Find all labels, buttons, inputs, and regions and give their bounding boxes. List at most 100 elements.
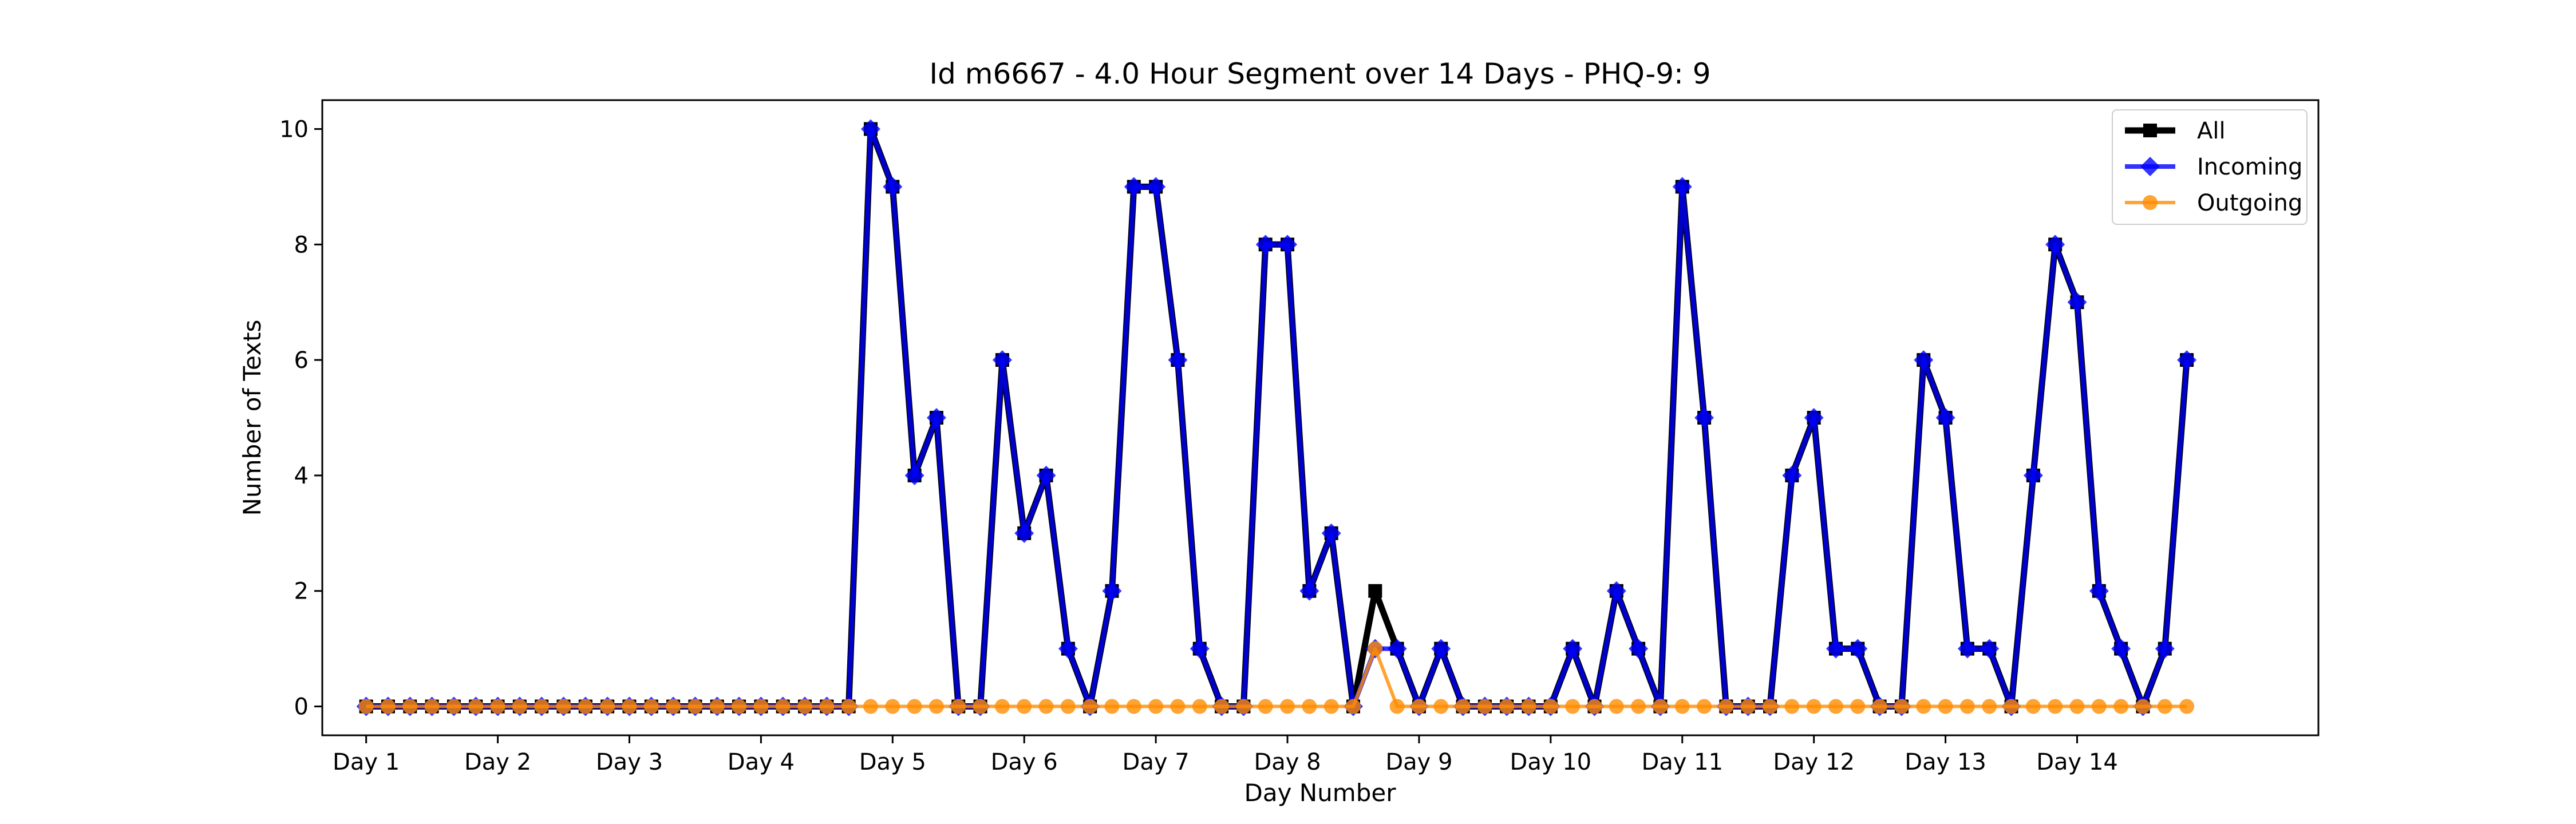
x-tick-label: Day 12	[1773, 749, 1855, 775]
data-point-incoming	[1914, 350, 1934, 370]
axis-ticks: 0 2 4 6 8 10 Day 1 Day 2 Day 3 Day 4 Day 5 Day 6 Day…	[279, 116, 2118, 775]
data-point-incoming	[1036, 465, 1056, 485]
data-point-outgoing	[1455, 699, 1471, 714]
x-tick-label: Day 6	[991, 749, 1058, 775]
data-point-incoming	[1694, 408, 1714, 427]
data-point-outgoing	[1236, 699, 1251, 714]
data-point-outgoing	[973, 699, 988, 714]
data-point-outgoing	[1763, 699, 1778, 714]
data-point-outgoing	[1477, 699, 1492, 714]
data-point-outgoing	[2091, 699, 2107, 714]
legend-label-incoming: Incoming	[2197, 154, 2302, 180]
data-point-outgoing	[929, 699, 944, 714]
plot-frame	[321, 99, 2320, 736]
data-point-incoming	[1629, 639, 1649, 659]
x-tick-label: Day 13	[1905, 749, 1986, 775]
data-point-outgoing	[358, 699, 374, 714]
plot-area	[356, 119, 2197, 716]
data-point-outgoing	[1038, 699, 1054, 714]
y-tick-label: 8	[294, 232, 309, 258]
data-point-incoming	[2045, 235, 2065, 255]
data-point-outgoing	[643, 699, 659, 714]
data-point-outgoing	[775, 699, 791, 714]
data-point-outgoing	[2025, 699, 2041, 714]
data-point-all	[1368, 584, 1382, 598]
data-point-incoming	[926, 408, 946, 427]
x-tick-label: Day 4	[728, 749, 795, 775]
data-point-outgoing	[1938, 699, 1953, 714]
data-point-outgoing	[1521, 699, 1536, 714]
data-point-incoming	[1672, 177, 1692, 197]
data-point-incoming	[1431, 639, 1451, 659]
data-point-outgoing	[380, 699, 396, 714]
data-point-incoming	[1146, 177, 1166, 197]
x-axis-label: Day Number	[1244, 779, 1396, 807]
data-point-incoming	[1957, 639, 1977, 659]
data-point-outgoing	[1214, 699, 1230, 714]
x-tick-label: Day 14	[2036, 749, 2118, 775]
data-point-outgoing	[1411, 699, 1427, 714]
y-tick-label: 2	[294, 579, 309, 605]
data-point-incoming	[904, 465, 924, 485]
data-point-incoming	[1014, 523, 1034, 543]
x-tick-label: Day 11	[1641, 749, 1723, 775]
x-tick-label: Day 8	[1254, 749, 1321, 775]
x-tick-label: Day 9	[1385, 749, 1452, 775]
data-point-outgoing	[841, 699, 856, 714]
data-point-incoming	[1299, 581, 1319, 601]
data-point-incoming	[1935, 408, 1955, 427]
data-point-outgoing	[1718, 699, 1734, 714]
data-point-outgoing	[2069, 699, 2085, 714]
data-point-outgoing	[2179, 699, 2195, 714]
data-point-outgoing	[2113, 699, 2129, 714]
y-axis-label: Number of Texts	[238, 320, 266, 516]
data-point-outgoing	[512, 699, 527, 714]
x-tick-label: Day 5	[859, 749, 926, 775]
data-point-incoming	[1826, 639, 1846, 659]
data-point-incoming	[2177, 350, 2197, 370]
data-point-outgoing	[1565, 699, 1581, 714]
data-point-outgoing	[1697, 699, 1712, 714]
data-point-outgoing	[1653, 699, 1668, 714]
legend-label-outgoing: Outgoing	[2197, 190, 2302, 216]
data-point-outgoing	[1828, 699, 1843, 714]
y-tick-label: 6	[294, 347, 309, 374]
data-point-outgoing	[1631, 699, 1646, 714]
series-outgoing	[358, 641, 2195, 714]
data-point-outgoing	[1850, 699, 1866, 714]
data-point-incoming	[1804, 408, 1824, 427]
data-point-outgoing	[1674, 699, 1690, 714]
data-point-outgoing	[1170, 699, 1186, 714]
legend-item-outgoing: Outgoing	[2125, 190, 2302, 216]
data-point-outgoing	[688, 699, 703, 714]
data-point-outgoing	[1784, 699, 1800, 714]
data-point-outgoing	[1126, 699, 1141, 714]
data-point-outgoing	[402, 699, 418, 714]
data-point-outgoing	[1368, 641, 1383, 656]
y-tick-label: 0	[294, 694, 309, 720]
data-point-incoming	[1168, 350, 1188, 370]
data-point-outgoing	[1258, 699, 1273, 714]
data-point-incoming	[883, 177, 903, 197]
data-point-outgoing	[1345, 699, 1361, 714]
data-point-outgoing	[1543, 699, 1558, 714]
data-point-outgoing	[1148, 699, 1164, 714]
legend: All Incoming Outgoing	[2112, 109, 2308, 225]
data-point-outgoing	[1609, 699, 1624, 714]
legend-marker-incoming	[2140, 157, 2160, 176]
data-point-outgoing	[1323, 699, 1339, 714]
data-point-outgoing	[753, 699, 769, 714]
data-point-outgoing	[994, 699, 1010, 714]
data-point-outgoing	[534, 699, 550, 714]
data-point-outgoing	[556, 699, 571, 714]
data-point-outgoing	[1806, 699, 1822, 714]
data-point-incoming	[1387, 639, 1407, 659]
data-point-incoming	[1058, 639, 1078, 659]
legend-frame	[2112, 109, 2308, 225]
data-point-outgoing	[622, 699, 637, 714]
legend-marker-outgoing	[2143, 195, 2158, 210]
data-point-incoming	[1563, 639, 1583, 659]
x-tick-label: Day 3	[596, 749, 663, 775]
chart-title: Id m6667 - 4.0 Hour Segment over 14 Days…	[929, 57, 1710, 90]
data-point-incoming	[1255, 235, 1275, 255]
